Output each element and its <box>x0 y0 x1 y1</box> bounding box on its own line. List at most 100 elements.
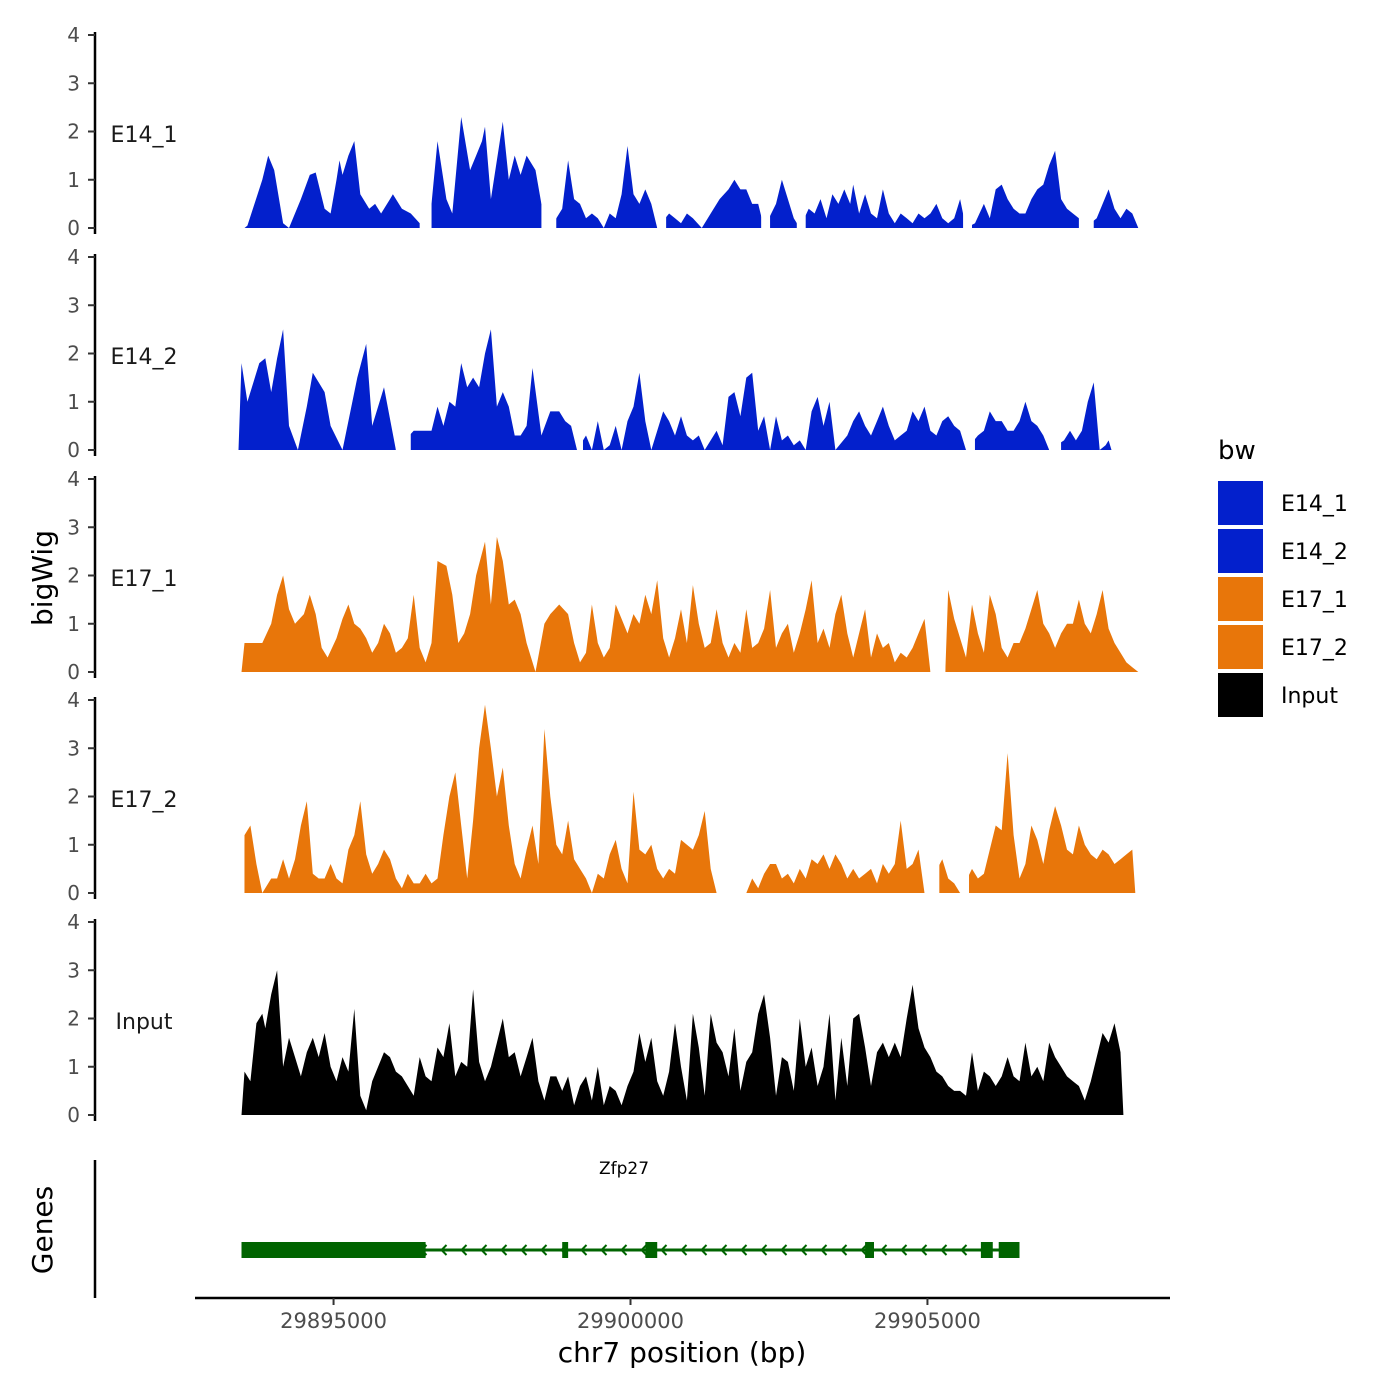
y-tick-label: 4 <box>67 245 80 269</box>
track-label: E14_1 <box>111 123 178 148</box>
coverage-gap <box>716 698 747 893</box>
coverage-gap <box>960 698 970 893</box>
y-tick-label: 0 <box>67 216 80 240</box>
strand-arrow <box>780 1244 788 1256</box>
x-tick-label: 29905000 <box>874 1309 981 1333</box>
strand-arrow <box>660 1244 668 1256</box>
coverage-gap <box>796 33 806 228</box>
strand-arrow <box>800 1244 808 1256</box>
strand-arrow <box>440 1244 448 1256</box>
coverage-tracks: 0 1 2 3 4 E14_1 0 1 2 3 4 E14_2 0 1 2 3 4 E17_1 0 1 2 3 4 E17_2… <box>67 23 1139 1127</box>
coverage-area <box>241 704 1136 893</box>
y-tick-label: 3 <box>67 958 80 982</box>
track-e17_1: 0 1 2 3 4 E17_1 <box>67 467 1139 684</box>
legend: bw E14_1 E14_2 E17_1 E17_2 Input <box>1218 436 1348 717</box>
track-e14_1: 0 1 2 3 4 E14_1 <box>67 23 1139 240</box>
strand-arrow <box>520 1244 528 1256</box>
coverage-area <box>244 117 1139 228</box>
y-tick-label: 2 <box>67 564 80 588</box>
gene-name-label: Zfp27 <box>599 1159 649 1179</box>
x-tick-label: 29895000 <box>280 1309 387 1333</box>
y-tick-label: 1 <box>67 1055 80 1079</box>
coverage-area <box>238 329 1112 450</box>
strand-arrow <box>760 1244 768 1256</box>
strand-arrow <box>880 1244 888 1256</box>
coverage-gap <box>541 33 557 228</box>
y-tick-label: 4 <box>67 467 80 491</box>
coverage-gap <box>930 477 946 672</box>
strand-arrow <box>740 1244 748 1256</box>
y-tick-label: 3 <box>67 293 80 317</box>
y-tick-label: 1 <box>67 390 80 414</box>
legend-label: E14_2 <box>1281 540 1348 565</box>
track-label: E14_2 <box>111 345 178 370</box>
strand-arrow <box>540 1244 548 1256</box>
strand-arrow <box>480 1244 488 1256</box>
strand-arrow <box>580 1244 588 1256</box>
coverage-gap <box>657 33 667 228</box>
x-axis-title: chr7 position (bp) <box>558 1336 807 1369</box>
coverage-gap <box>395 255 411 450</box>
y-axis-title: bigWig <box>26 530 59 626</box>
coverage-gap <box>1078 33 1094 228</box>
coverage-area <box>241 970 1124 1115</box>
gene-exon <box>865 1242 874 1258</box>
y-tick-label: 2 <box>67 1007 80 1031</box>
strand-arrow <box>860 1244 868 1256</box>
x-tick-label: 29900000 <box>577 1309 684 1333</box>
strand-arrow <box>500 1244 508 1256</box>
coverage-gap <box>238 698 245 893</box>
y-tick-label: 4 <box>67 23 80 47</box>
gene-track-title: Genes <box>26 1186 59 1274</box>
legend-title: bw <box>1218 436 1256 466</box>
strand-arrow <box>840 1244 848 1256</box>
y-tick-label: 1 <box>67 612 80 636</box>
strand-arrow <box>700 1244 708 1256</box>
coverage-area <box>241 536 1139 672</box>
track-input: 0 1 2 3 4 Input <box>67 910 1124 1127</box>
y-tick-label: 0 <box>67 438 80 462</box>
coverage-gap <box>963 33 972 228</box>
y-tick-label: 1 <box>67 833 80 857</box>
legend-swatch <box>1218 673 1263 717</box>
strand-arrow <box>600 1244 608 1256</box>
track-label: E17_1 <box>111 567 178 592</box>
gene-exon <box>998 1242 1020 1258</box>
y-tick-label: 2 <box>67 120 80 144</box>
legend-swatch <box>1218 529 1263 573</box>
y-tick-label: 0 <box>67 881 80 905</box>
y-tick-label: 2 <box>67 785 80 809</box>
y-tick-label: 4 <box>67 910 80 934</box>
y-tick-label: 1 <box>67 168 80 192</box>
legend-swatch <box>1218 577 1263 621</box>
y-tick-label: 0 <box>67 1103 80 1127</box>
coverage-gap <box>577 255 583 450</box>
strand-arrow <box>640 1244 648 1256</box>
track-label: Input <box>116 1010 173 1035</box>
legend-label: E17_2 <box>1281 636 1348 661</box>
strand-arrow <box>920 1244 928 1256</box>
y-tick-label: 4 <box>67 688 80 712</box>
track-e17_2: 0 1 2 3 4 E17_2 <box>67 688 1136 905</box>
strand-arrow <box>460 1244 468 1256</box>
legend-label: E14_1 <box>1281 492 1348 517</box>
strand-arrow <box>900 1244 908 1256</box>
strand-arrow <box>960 1244 968 1256</box>
gene-track: Zfp27 <box>93 1159 1020 1298</box>
coverage-gap <box>966 255 975 450</box>
strand-arrow <box>720 1244 728 1256</box>
legend-label: E17_1 <box>1281 588 1348 613</box>
legend-label: Input <box>1281 684 1338 709</box>
y-tick-label: 0 <box>67 660 80 684</box>
strand-arrow <box>940 1244 948 1256</box>
strand-arrow <box>680 1244 688 1256</box>
gene-exon <box>980 1242 993 1258</box>
gene-exon <box>241 1242 426 1258</box>
coverage-gap <box>419 33 432 228</box>
track-label: E17_2 <box>111 788 178 813</box>
legend-swatch <box>1218 481 1263 525</box>
gene-exon <box>562 1242 569 1258</box>
coverage-gap <box>761 33 771 228</box>
x-axis: 29895000 29900000 29905000 <box>195 1296 1170 1333</box>
